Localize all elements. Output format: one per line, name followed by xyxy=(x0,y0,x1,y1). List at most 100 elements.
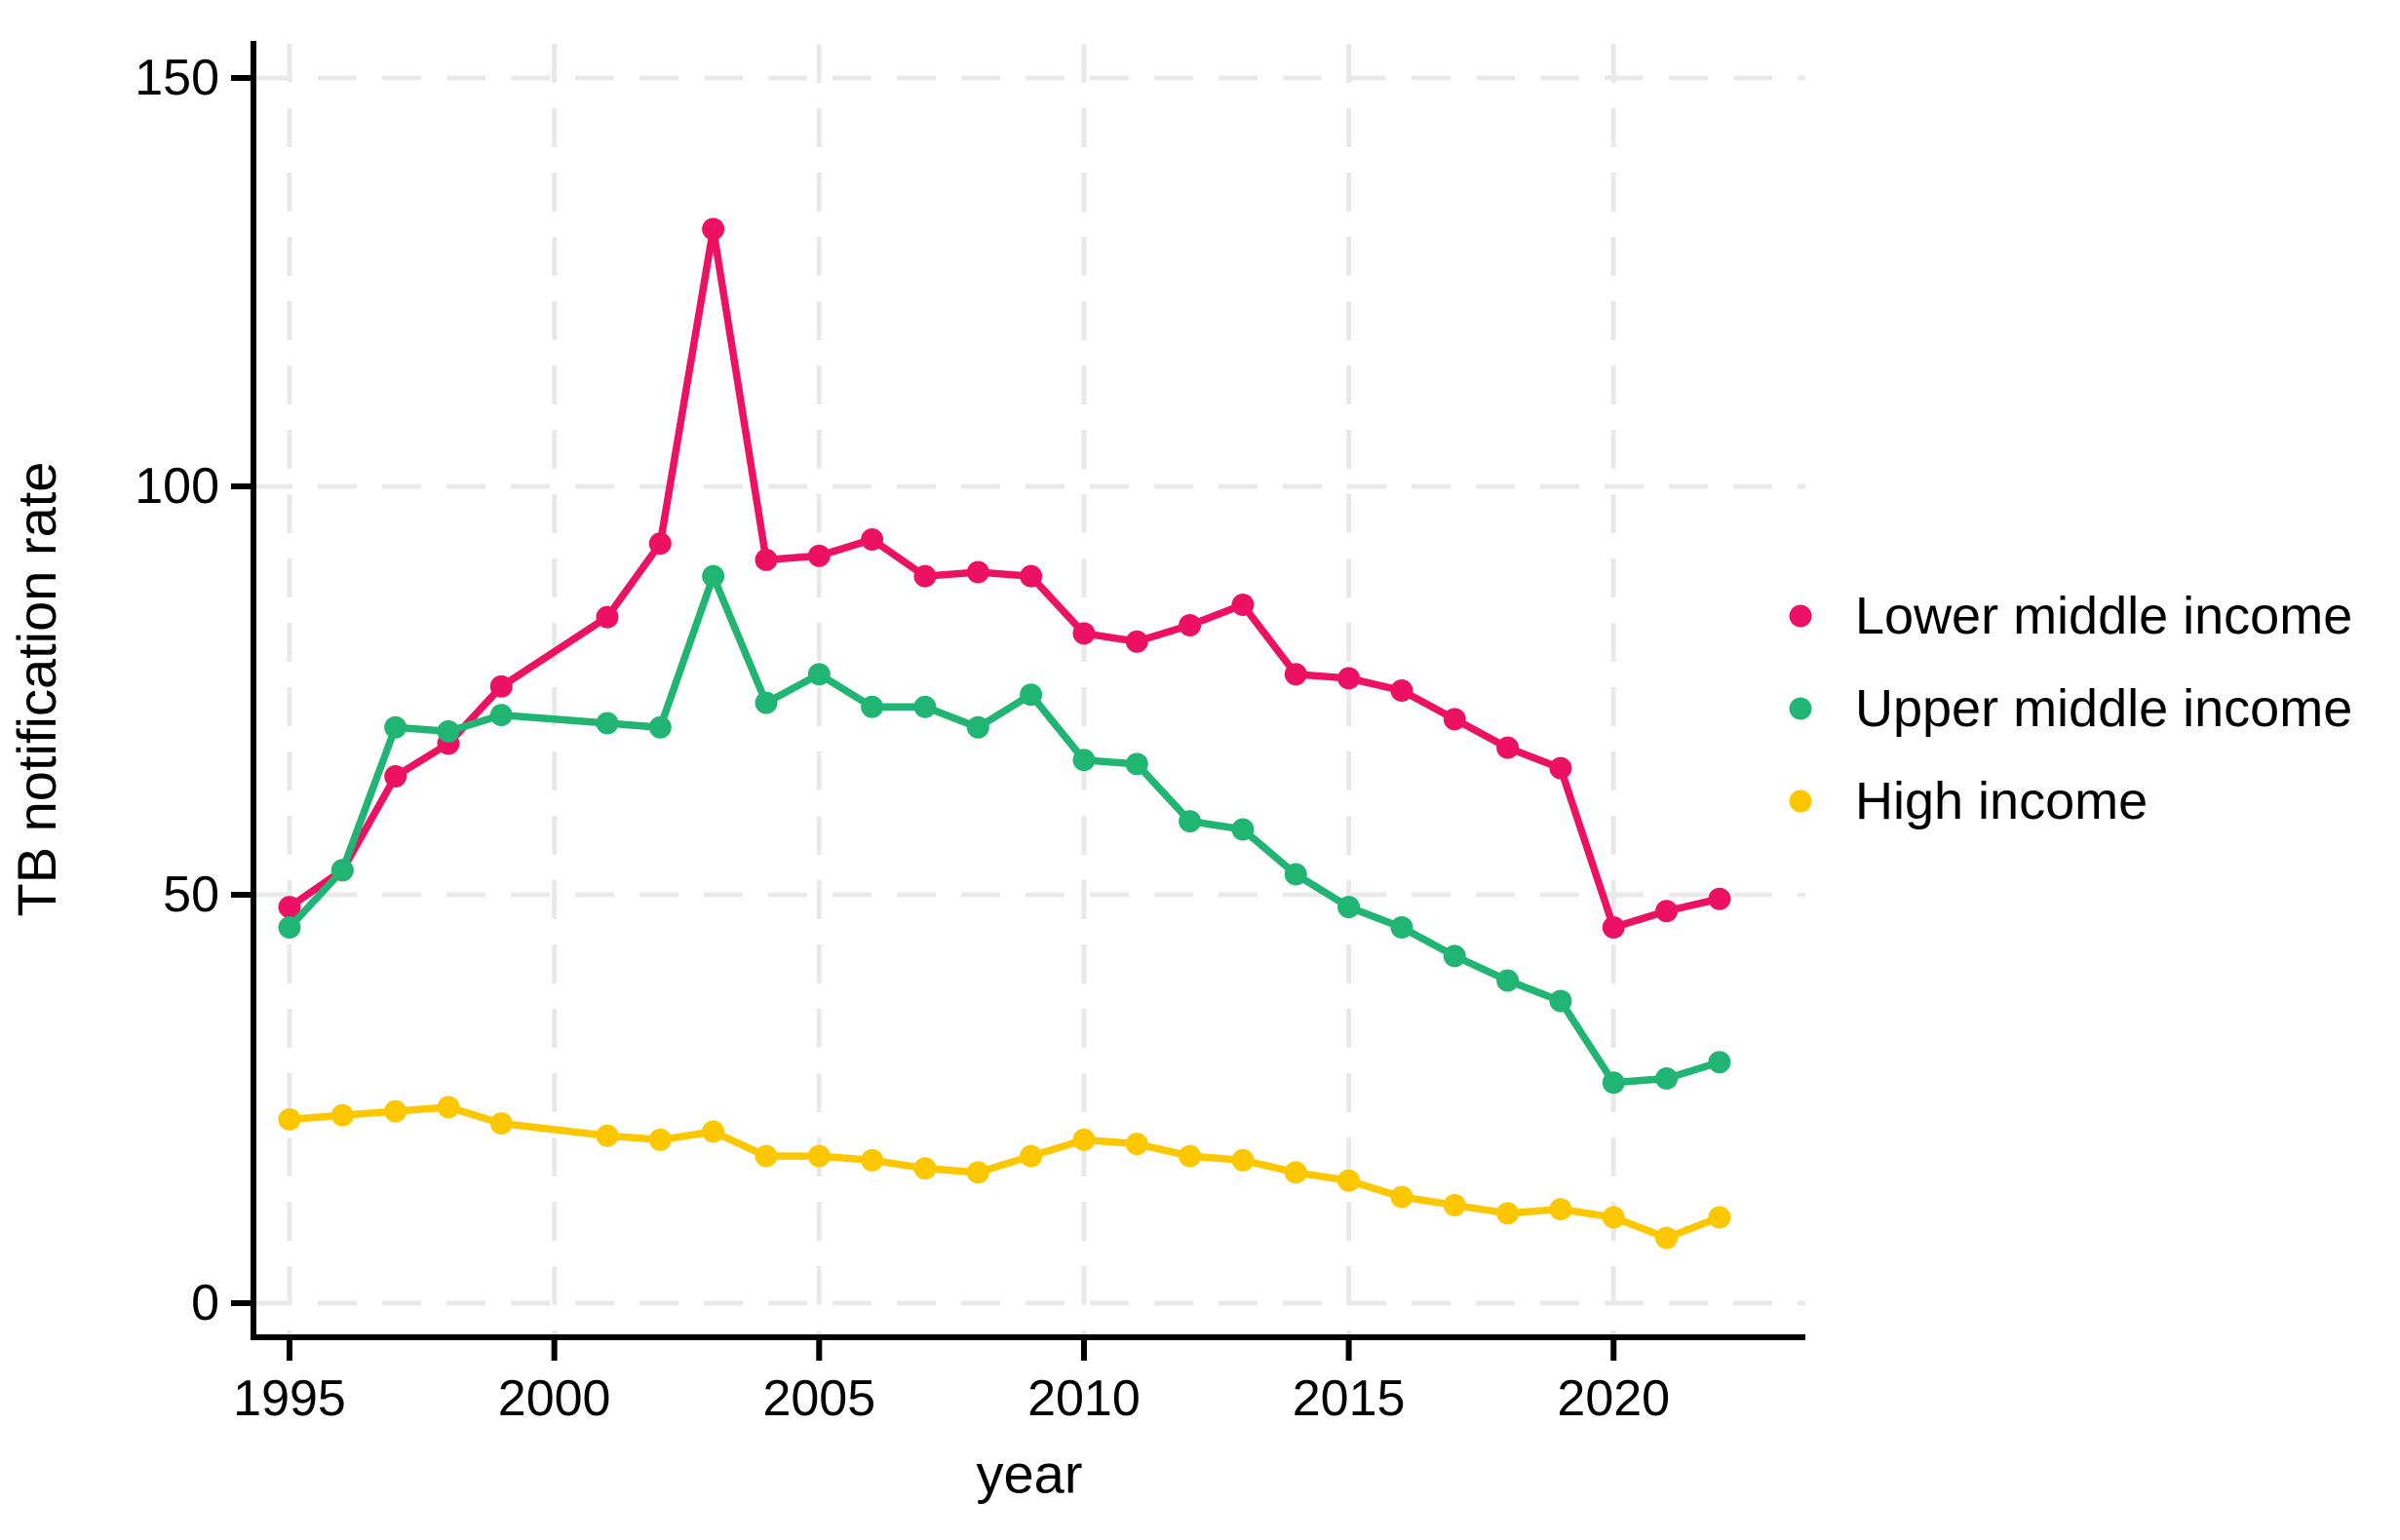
data-point-high-income-1996 xyxy=(330,1103,354,1127)
x-tick-label-2005: 2005 xyxy=(762,1370,875,1427)
y-tick-label-100: 100 xyxy=(135,458,219,515)
data-point-high-income-2013 xyxy=(1231,1148,1255,1172)
data-point-lower-middle-income-2015 xyxy=(1337,667,1361,690)
data-point-upper-middle-income-2010 xyxy=(1072,749,1096,772)
data-point-lower-middle-income-2001 xyxy=(596,605,619,629)
x-tick-label-2010: 2010 xyxy=(1027,1370,1141,1427)
data-point-high-income-2010 xyxy=(1072,1128,1096,1151)
legend-label-high-income: High income xyxy=(1855,772,2148,830)
data-point-upper-middle-income-2012 xyxy=(1179,810,1202,833)
data-point-high-income-2016 xyxy=(1390,1185,1413,1209)
data-point-lower-middle-income-2004 xyxy=(755,548,778,571)
data-point-high-income-2021 xyxy=(1655,1226,1679,1250)
data-point-high-income-2020 xyxy=(1602,1206,1625,1229)
data-point-upper-middle-income-2003 xyxy=(702,564,725,588)
data-point-upper-middle-income-1995 xyxy=(278,916,301,940)
data-point-high-income-2002 xyxy=(648,1128,672,1151)
data-point-lower-middle-income-2009 xyxy=(1020,564,1043,588)
data-point-upper-middle-income-1997 xyxy=(384,715,407,739)
data-point-upper-middle-income-2014 xyxy=(1284,863,1307,886)
gridlines xyxy=(253,44,1805,1337)
data-point-high-income-2001 xyxy=(596,1124,619,1147)
data-point-high-income-2003 xyxy=(702,1120,725,1143)
data-point-high-income-1999 xyxy=(489,1112,513,1136)
series-line-lower-middle-income xyxy=(286,225,1723,932)
data-point-high-income-1995 xyxy=(278,1107,301,1131)
data-point-lower-middle-income-2022 xyxy=(1708,887,1731,910)
data-point-upper-middle-income-2021 xyxy=(1655,1067,1679,1091)
legend-swatch-upper-middle-income-icon xyxy=(1789,697,1812,720)
series-high-income xyxy=(278,1096,1731,1250)
series-line-upper-middle-income xyxy=(286,572,1723,1087)
data-point-lower-middle-income-2018 xyxy=(1496,736,1520,759)
data-point-upper-middle-income-2011 xyxy=(1125,752,1148,776)
data-point-lower-middle-income-2014 xyxy=(1284,663,1307,686)
x-tick-label-2015: 2015 xyxy=(1293,1370,1406,1427)
data-point-lower-middle-income-1995 xyxy=(278,896,301,919)
data-point-upper-middle-income-2009 xyxy=(1020,683,1043,707)
data-point-high-income-1997 xyxy=(384,1099,407,1123)
data-point-lower-middle-income-2006 xyxy=(861,527,884,551)
y-tick-group: 0 50 100 150 xyxy=(135,50,253,1331)
data-point-upper-middle-income-2018 xyxy=(1496,969,1520,992)
data-point-upper-middle-income-1998 xyxy=(437,719,460,743)
data-point-lower-middle-income-2020 xyxy=(1602,916,1625,940)
y-axis-title: TB notification rate xyxy=(6,462,67,917)
legend: Lower middle income Upper middle income … xyxy=(1789,587,2352,830)
data-point-upper-middle-income-2022 xyxy=(1708,1051,1731,1074)
data-point-high-income-2009 xyxy=(1020,1144,1043,1168)
legend-swatch-high-income-icon xyxy=(1789,789,1812,813)
data-point-lower-middle-income-1999 xyxy=(489,674,513,698)
data-point-upper-middle-income-1996 xyxy=(330,859,354,882)
data-point-lower-middle-income-2002 xyxy=(648,532,672,556)
data-point-lower-middle-income-2003 xyxy=(702,217,725,241)
data-point-high-income-2014 xyxy=(1284,1161,1307,1184)
data-point-upper-middle-income-2005 xyxy=(807,663,831,686)
data-point-upper-middle-income-2019 xyxy=(1549,989,1572,1013)
data-point-lower-middle-income-2021 xyxy=(1655,900,1679,923)
legend-label-lower-middle-income: Lower middle income xyxy=(1855,587,2352,645)
x-tick-group: 1995 2000 2005 2010 2015 2020 xyxy=(233,1337,1670,1427)
series-group xyxy=(278,217,1731,1250)
data-point-upper-middle-income-2017 xyxy=(1443,944,1466,968)
legend-label-upper-middle-income: Upper middle income xyxy=(1855,679,2352,738)
data-point-upper-middle-income-2008 xyxy=(966,715,989,739)
x-tick-label-2000: 2000 xyxy=(498,1370,611,1427)
data-point-upper-middle-income-2013 xyxy=(1231,818,1255,841)
data-point-lower-middle-income-2005 xyxy=(807,544,831,567)
data-point-lower-middle-income-1997 xyxy=(384,764,407,788)
data-point-lower-middle-income-2019 xyxy=(1549,756,1572,780)
y-tick-label-150: 150 xyxy=(135,50,219,106)
data-point-high-income-2012 xyxy=(1179,1144,1202,1168)
data-point-lower-middle-income-2012 xyxy=(1179,613,1202,636)
data-point-upper-middle-income-2006 xyxy=(861,695,884,718)
data-point-upper-middle-income-2020 xyxy=(1602,1071,1625,1095)
data-point-high-income-2008 xyxy=(966,1161,989,1184)
series-upper-middle-income xyxy=(278,564,1731,1095)
data-point-high-income-2018 xyxy=(1496,1202,1520,1225)
data-point-lower-middle-income-2011 xyxy=(1125,630,1148,653)
data-point-high-income-2017 xyxy=(1443,1193,1466,1216)
data-point-upper-middle-income-1999 xyxy=(489,704,513,727)
x-tick-label-1995: 1995 xyxy=(233,1370,346,1427)
data-point-high-income-2019 xyxy=(1549,1198,1572,1221)
data-point-lower-middle-income-2017 xyxy=(1443,708,1466,731)
data-point-high-income-2005 xyxy=(807,1144,831,1168)
data-point-upper-middle-income-2015 xyxy=(1337,896,1361,919)
data-point-upper-middle-income-2002 xyxy=(648,715,672,739)
data-point-high-income-2006 xyxy=(861,1148,884,1172)
data-point-lower-middle-income-2008 xyxy=(966,560,989,584)
data-point-high-income-1998 xyxy=(437,1096,460,1119)
series-lower-middle-income xyxy=(278,217,1731,940)
data-point-high-income-2004 xyxy=(755,1144,778,1168)
data-point-lower-middle-income-2010 xyxy=(1072,622,1096,645)
data-point-upper-middle-income-2016 xyxy=(1390,916,1413,940)
data-point-high-income-2022 xyxy=(1708,1206,1731,1229)
data-point-upper-middle-income-2001 xyxy=(596,712,619,735)
x-tick-label-2020: 2020 xyxy=(1557,1370,1670,1427)
data-point-upper-middle-income-2004 xyxy=(755,691,778,714)
data-point-high-income-2015 xyxy=(1337,1169,1361,1192)
data-point-lower-middle-income-2013 xyxy=(1231,594,1255,617)
